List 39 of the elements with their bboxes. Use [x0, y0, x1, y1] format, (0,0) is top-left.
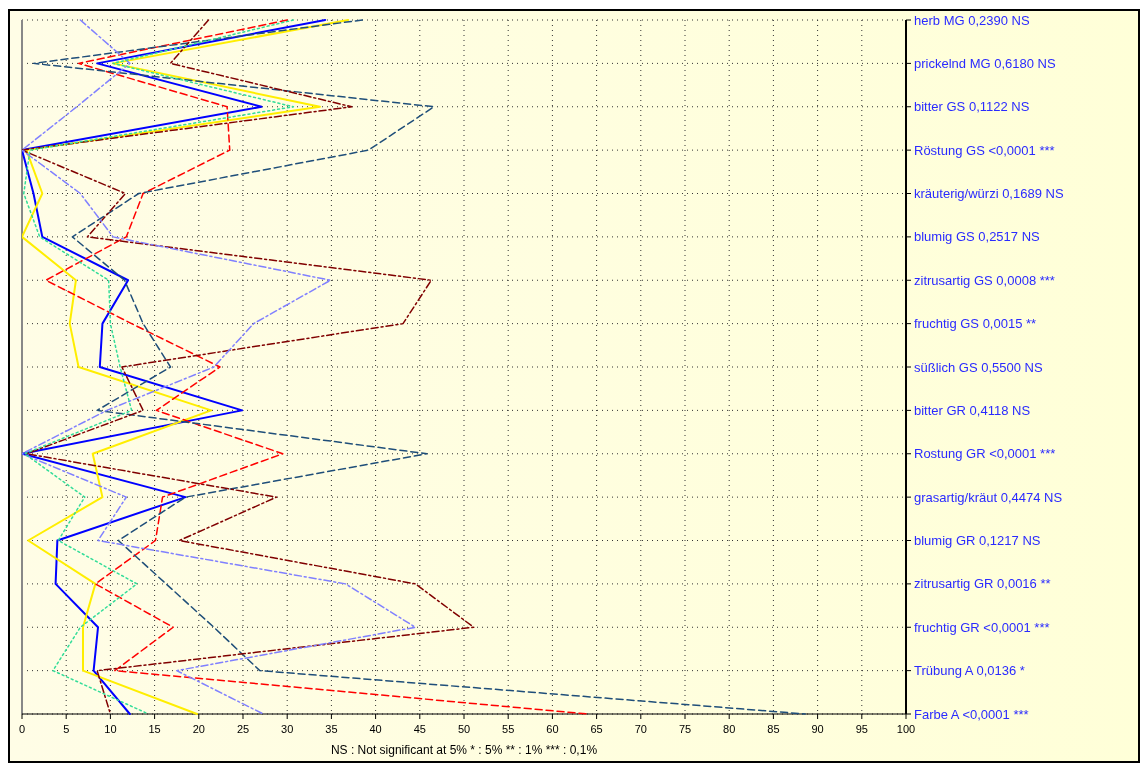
x-tick-label: 90 [811, 723, 824, 735]
x-tick-label: 35 [325, 723, 338, 735]
x-tick-label: 80 [723, 723, 736, 735]
y-tick-label: prickelnd MG 0,6180 NS [914, 55, 1056, 71]
x-tick-label: 70 [634, 723, 647, 735]
x-tick-label: 60 [546, 723, 559, 735]
y-tick-label: Röstung GS <0,0001 *** [914, 142, 1055, 158]
x-tick-label: 20 [192, 723, 205, 735]
x-tick-label: 10 [104, 723, 117, 735]
y-tick-label: fruchtig GR <0,0001 *** [914, 619, 1050, 635]
y-tick-label: zitrusartig GR 0,0016 ** [914, 576, 1051, 592]
text: NS : Not significant at 5% * : 5% ** : 1% *** : 0,1% [330, 743, 598, 757]
y-tick-label: süßlich GS 0,5500 NS [914, 359, 1043, 375]
y-tick-label: blumig GS 0,2517 NS [914, 229, 1041, 245]
x-tick-label: 50 [457, 723, 471, 735]
x-tick-label: 65 [590, 723, 603, 735]
x-tick-label: 100 [896, 723, 916, 735]
x-tick-label: 30 [281, 723, 294, 735]
x-tick-label: 40 [369, 723, 382, 735]
y-tick-label: blumig GR 0,1217 NS [914, 533, 1041, 548]
y-tick-label: Trübung A 0,0136 * [914, 663, 1025, 679]
y-tick-label: herb MG 0,2390 NS [914, 12, 1030, 28]
x-tick-label: 45 [413, 723, 426, 735]
x-tick-label: 0 [18, 723, 26, 735]
y-tick-label: Rostung GR <0,0001 *** [914, 446, 1056, 462]
y-tick-label: Farbe A <0,0001 *** [914, 706, 1029, 722]
x-tick-label: 75 [678, 723, 692, 735]
x-tick-label: 85 [767, 723, 780, 735]
y-tick-label: grasartig/kräut 0,4474 NS [914, 489, 1063, 505]
x-tick-label: 15 [148, 723, 161, 735]
y-tick-label: fruchtig GS 0,0015 ** [914, 316, 1037, 332]
y-tick-label: bitter GR 0,4118 NS [914, 402, 1031, 418]
x-tick-label: 95 [855, 723, 868, 735]
x-tick-label: 25 [236, 723, 250, 735]
y-tick-label: kräuterig/würzi 0,1689 NS [914, 186, 1064, 201]
y-tick-label: bitter GS 0,1122 NS [914, 99, 1030, 115]
y-tick-label: zitrusartig GS 0,0008 *** [914, 272, 1055, 288]
x-tick-label: 55 [502, 723, 515, 735]
x-tick-label: 5 [63, 723, 70, 735]
